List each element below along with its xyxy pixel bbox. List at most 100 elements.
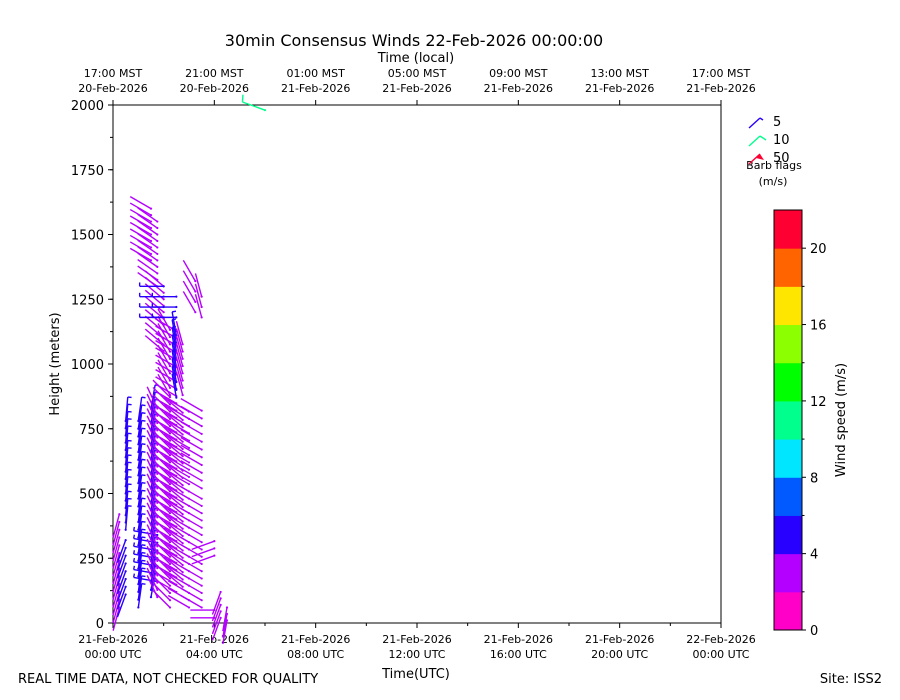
barb-staff: [171, 319, 178, 344]
barb-staff: [171, 335, 178, 359]
barb-half: [141, 489, 146, 492]
barb-station: [124, 427, 127, 430]
wind-barb: [137, 239, 159, 256]
wind-barb: [137, 246, 159, 262]
top-tick-time: 05:00 MST: [388, 67, 447, 80]
barb-staff: [157, 366, 171, 389]
barb-staff: [163, 440, 184, 457]
colorbar-segment: [774, 400, 802, 440]
barb-half: [141, 404, 146, 407]
barb-staff: [211, 611, 222, 635]
barb-staff: [112, 599, 121, 624]
barb-staff: [175, 320, 184, 345]
wind-barb: [163, 440, 184, 458]
quality-disclaimer: REAL TIME DATA, NOT CHECKED FOR QUALITY: [18, 672, 319, 687]
wind-barb: [180, 398, 203, 412]
barb-station: [156, 220, 159, 223]
barb-staff: [116, 539, 127, 563]
barb-staff: [155, 543, 177, 557]
barb-station: [200, 425, 203, 428]
wind-barb: [163, 425, 184, 443]
barb-staff: [163, 498, 184, 515]
wind-barb: [112, 536, 121, 561]
barb-station: [124, 593, 127, 596]
barb-staff: [155, 477, 177, 491]
wind-barb: [157, 315, 172, 339]
barb-staff: [163, 461, 184, 479]
barb-station: [137, 466, 140, 469]
barb-staff: [116, 563, 127, 587]
barb-station: [124, 448, 127, 452]
barb-staff: [157, 373, 171, 396]
wind-barb: [152, 459, 172, 479]
x-tick-time: 04:00 UTC: [186, 648, 243, 661]
barb-staff: [171, 342, 178, 367]
barb-station: [137, 575, 140, 578]
barb-staff: [155, 470, 177, 484]
barb-staff: [191, 540, 215, 551]
barb-staff: [171, 327, 178, 352]
barb-staff: [152, 401, 171, 420]
barb-station: [124, 499, 127, 502]
legend-barb-flag: [756, 154, 764, 160]
barb-half: [133, 542, 136, 547]
wind-barb: [163, 396, 184, 414]
wind-barb: [175, 320, 184, 346]
barb-station: [124, 514, 127, 517]
barb-station: [200, 316, 203, 319]
barb-staff: [180, 460, 203, 474]
wind-barb: [152, 510, 172, 529]
x-tick-date: 21-Feb-2026: [585, 633, 654, 646]
wind-barb: [152, 452, 172, 471]
barb-half: [133, 573, 136, 578]
barb-half: [141, 497, 146, 500]
barb-staff: [129, 195, 152, 210]
barb-station: [149, 226, 153, 230]
barb-station: [194, 300, 197, 303]
wind-barb: [137, 435, 146, 461]
x-tick-date: 21-Feb-2026: [484, 633, 553, 646]
wind-barb: [152, 386, 172, 406]
barb-staff: [211, 617, 222, 641]
barb-staff: [163, 505, 184, 523]
barb-half: [141, 551, 146, 554]
barb-station: [168, 591, 172, 595]
barb-station: [263, 109, 267, 112]
barb-half: [141, 505, 146, 508]
barb-staff: [155, 463, 177, 477]
barb-half: [133, 526, 136, 531]
barb-station: [175, 396, 178, 399]
barb-station: [200, 584, 203, 587]
barb-staff: [133, 530, 158, 536]
barb-station: [162, 285, 165, 288]
barb-station: [168, 372, 172, 375]
x-tick-date: 21-Feb-2026: [180, 633, 249, 646]
wind-barb: [167, 471, 191, 486]
barb-staff: [155, 579, 177, 593]
barb-staff: [167, 449, 190, 464]
wind-barb: [180, 536, 203, 551]
colorbar-segment: [774, 515, 802, 555]
top-tick-date: 21-Feb-2026: [382, 82, 451, 95]
barb-station: [219, 597, 222, 600]
barb-staff: [155, 521, 177, 535]
barb-staff: [180, 475, 203, 489]
wind-barb: [175, 349, 184, 375]
barb-staff: [155, 564, 177, 579]
wind-barb: [157, 366, 172, 389]
barb-station: [124, 463, 127, 466]
barb-half: [133, 534, 136, 539]
wind-barb: [137, 443, 146, 469]
wind-barb: [137, 481, 146, 508]
wind-barb: [152, 379, 172, 399]
barb-staff: [180, 565, 203, 580]
barb-station: [181, 372, 184, 375]
barb-station: [181, 549, 184, 552]
barb-station: [175, 388, 178, 391]
barb-station: [200, 562, 203, 566]
wind-barb: [180, 565, 203, 580]
barb-staff: [152, 481, 171, 500]
barb-station: [168, 364, 172, 368]
barb-staff: [180, 558, 203, 572]
barb-station: [168, 379, 172, 382]
